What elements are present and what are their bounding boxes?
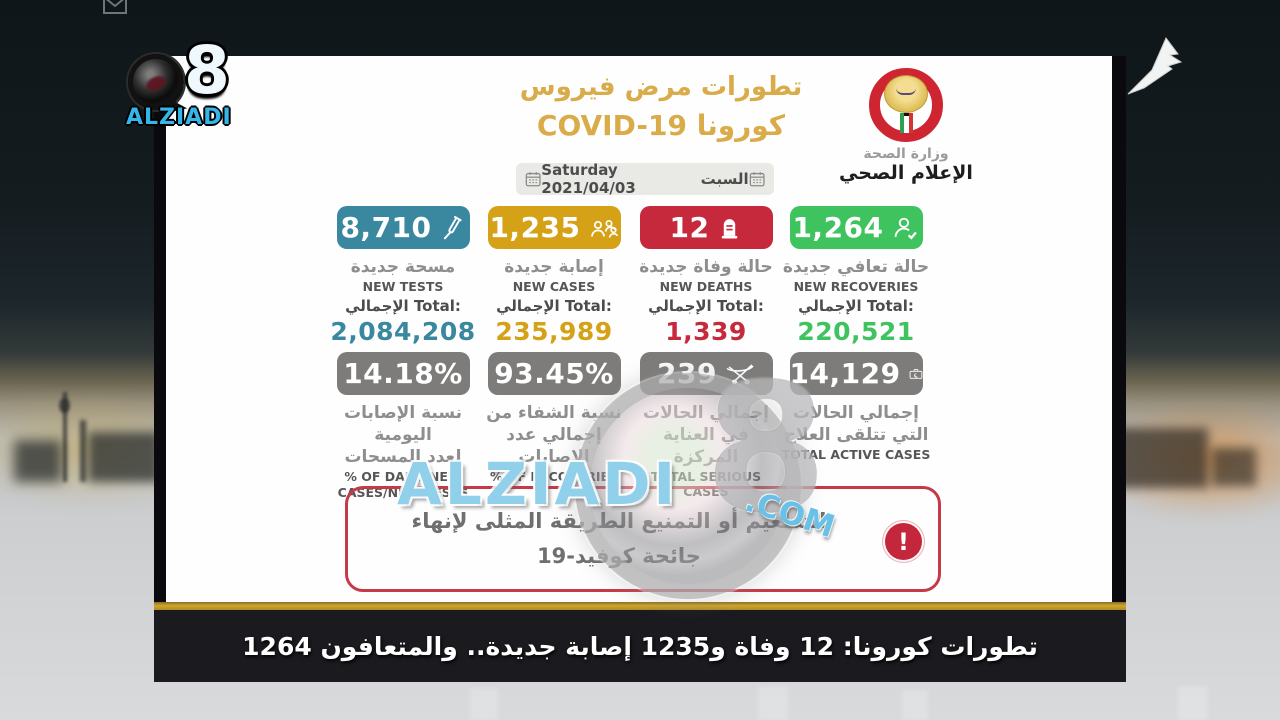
stat-label-ar: مسحة جديدة (350, 257, 456, 277)
skyline-tower (63, 392, 67, 482)
channel-logo: 8 ALZIADI (126, 38, 246, 132)
date-arabic: السبت (700, 170, 749, 188)
stat-total-value: 1,339 (665, 317, 747, 346)
envelope-icon (103, 0, 127, 16)
stat-value: 12 (669, 211, 710, 244)
metric-badge: 14,129 (789, 352, 923, 395)
people-icon (590, 219, 618, 238)
person-check-icon (894, 217, 917, 240)
ticker-accent-bar (154, 602, 1126, 610)
metric-label-en: % OF DAILY NEW (344, 469, 462, 484)
stat-badge: 8,710 (336, 206, 470, 249)
channel-logo-eight: 8 (184, 32, 230, 109)
stat-label-ar: إصابة جديدة (504, 257, 604, 277)
metric-value: 239 (657, 357, 717, 390)
stat-total-value: 2,084,208 (330, 317, 476, 346)
advisory-text: التطعيم أو التمنيع الطريقة المثلى لإنهاء… (348, 489, 938, 589)
tombstone-icon (722, 219, 738, 239)
metric-badge: 93.45% (487, 352, 621, 395)
studio-prop (470, 688, 498, 720)
metric-label-ar: إجمالي الحالات (793, 403, 919, 423)
stat-label-ar: حالة وفاة جديدة (639, 257, 773, 277)
metric-value: 14.18% (343, 357, 463, 390)
camera-lens-icon (128, 54, 184, 110)
ticker-text: تطورات كورونا: 12 وفاة و1235 إصابة جديدة… (242, 631, 1038, 661)
ministry-emblem-icon (869, 68, 943, 142)
stat-value: 8,710 (340, 211, 432, 244)
stat-label-en: NEW DEATHS (659, 279, 753, 294)
studio-prop (902, 690, 928, 720)
metric-label-ar: في العناية المركزة (662, 425, 750, 467)
paper-plane-icon (1126, 36, 1198, 100)
metric-label-ar: إجمالي الحالات (643, 403, 769, 423)
metric-label-ar: نسبة الشفاء من (486, 403, 622, 423)
metric-badge: 14.18% (336, 352, 470, 395)
title-line-1: تطورات مرض فيروس (519, 72, 803, 102)
stat-badge: 1,235 (487, 206, 621, 249)
ministry-logo: وزارة الصحة الإعلام الصحي (796, 68, 1016, 184)
advisory-line-2: جائحة كوفيد-19 (537, 544, 701, 568)
metric-label-en: TOTAL ACTIVE CASES (781, 447, 931, 462)
stat-total-value: 220,521 (797, 317, 915, 346)
metric-label-en: % OF RECOVERIES (489, 469, 619, 484)
date-display: Saturday 2021/04/03 السبت (516, 161, 774, 197)
stat-value: 1,235 (489, 211, 581, 244)
news-ticker: تطورات كورونا: 12 وفاة و1235 إصابة جديدة… (154, 610, 1126, 682)
metric-value: 93.45% (494, 357, 614, 390)
metric-serious-cases: 239 إجمالي الحالات في العناية المركزة TO… (631, 352, 781, 499)
stat-value: 1,264 (792, 211, 884, 244)
skyline-buildings (1212, 448, 1256, 486)
stat-label-en: NEW TESTS (362, 279, 444, 294)
calendar-icon (525, 172, 541, 187)
date-english: Saturday 2021/04/03 (541, 161, 636, 197)
metric-label-ar: إجمالي عدد الإصابات (506, 425, 602, 467)
metric-label-ar: نسبة الإصابات اليومية (344, 403, 462, 445)
stat-total-label: الإجمالي Total: (648, 297, 764, 315)
calendar-icon (749, 172, 765, 187)
infographic-card: تطورات مرض فيروس كورونا COVID-19 Saturda… (166, 56, 1112, 602)
ministry-department: الإعلام الصحي (839, 162, 973, 184)
ministry-name: وزارة الصحة (863, 146, 949, 162)
stat-label-ar: حالة تعافي جديدة (782, 257, 930, 277)
stat-new-recoveries: 1,264 حالة تعافي جديدة NEW RECOVERIES ال… (781, 206, 931, 346)
stat-new-cases: 1,235 إصابة جديدة NEW CASES الإجمالي Tot… (479, 206, 629, 346)
stat-label-en: NEW RECOVERIES (793, 279, 919, 294)
stat-total-label: الإجمالي Total: (798, 297, 914, 315)
title-line-2: كورونا COVID-19 (536, 109, 786, 142)
alert-icon: ! (885, 523, 922, 560)
stat-total-label: الإجمالي Total: (496, 297, 612, 315)
advisory-line-1: التطعيم أو التمنيع الطريقة المثلى لإنهاء (411, 509, 827, 533)
studio-prop (1178, 686, 1208, 720)
stat-new-tests: 8,710 مسحة جديدة NEW TESTS الإجمالي Tota… (328, 206, 478, 346)
stretcher-icon (726, 364, 754, 385)
channel-logo-name: ALZIADI (126, 105, 232, 130)
skyline-buildings (1116, 428, 1208, 488)
stat-badge: 1,264 (789, 206, 923, 249)
metric-recovery-rate: 93.45% نسبة الشفاء من إجمالي عدد الإصابا… (479, 352, 629, 484)
stat-label-en: NEW CASES (512, 279, 596, 294)
metric-label-ar: التي تتلقى العلاج (783, 425, 929, 445)
skyline-buildings (14, 440, 62, 482)
test-tube-icon (443, 215, 462, 239)
studio-prop (758, 686, 788, 720)
metric-badge: 239 (639, 352, 773, 395)
stat-total-label: الإجمالي Total: (345, 297, 461, 315)
metric-positivity-rate: 14.18% نسبة الإصابات اليومية لعدد المسحا… (328, 352, 478, 500)
stat-total-value: 235,989 (495, 317, 613, 346)
skyline-tower-sphere (59, 398, 70, 413)
metric-active-cases: 14,129 إجمالي الحالات التي تتلقى العلاج … (781, 352, 931, 462)
advisory-box: التطعيم أو التمنيع الطريقة المثلى لإنهاء… (345, 486, 941, 592)
skyline-tower (80, 420, 86, 482)
metric-value: 14,129 (789, 357, 901, 390)
stat-badge: 12 (639, 206, 773, 249)
stat-new-deaths: 12 حالة وفاة جديدة NEW DEATHS الإجمالي T… (631, 206, 781, 346)
skyline-buildings (88, 432, 160, 482)
page-title: تطورات مرض فيروس كورونا COVID-19 (501, 68, 821, 146)
broadcast-frame: تطورات مرض فيروس كورونا COVID-19 Saturda… (154, 56, 1126, 682)
metric-label-ar: لعدد المسحات (344, 447, 462, 467)
medical-bag-icon (909, 368, 922, 379)
